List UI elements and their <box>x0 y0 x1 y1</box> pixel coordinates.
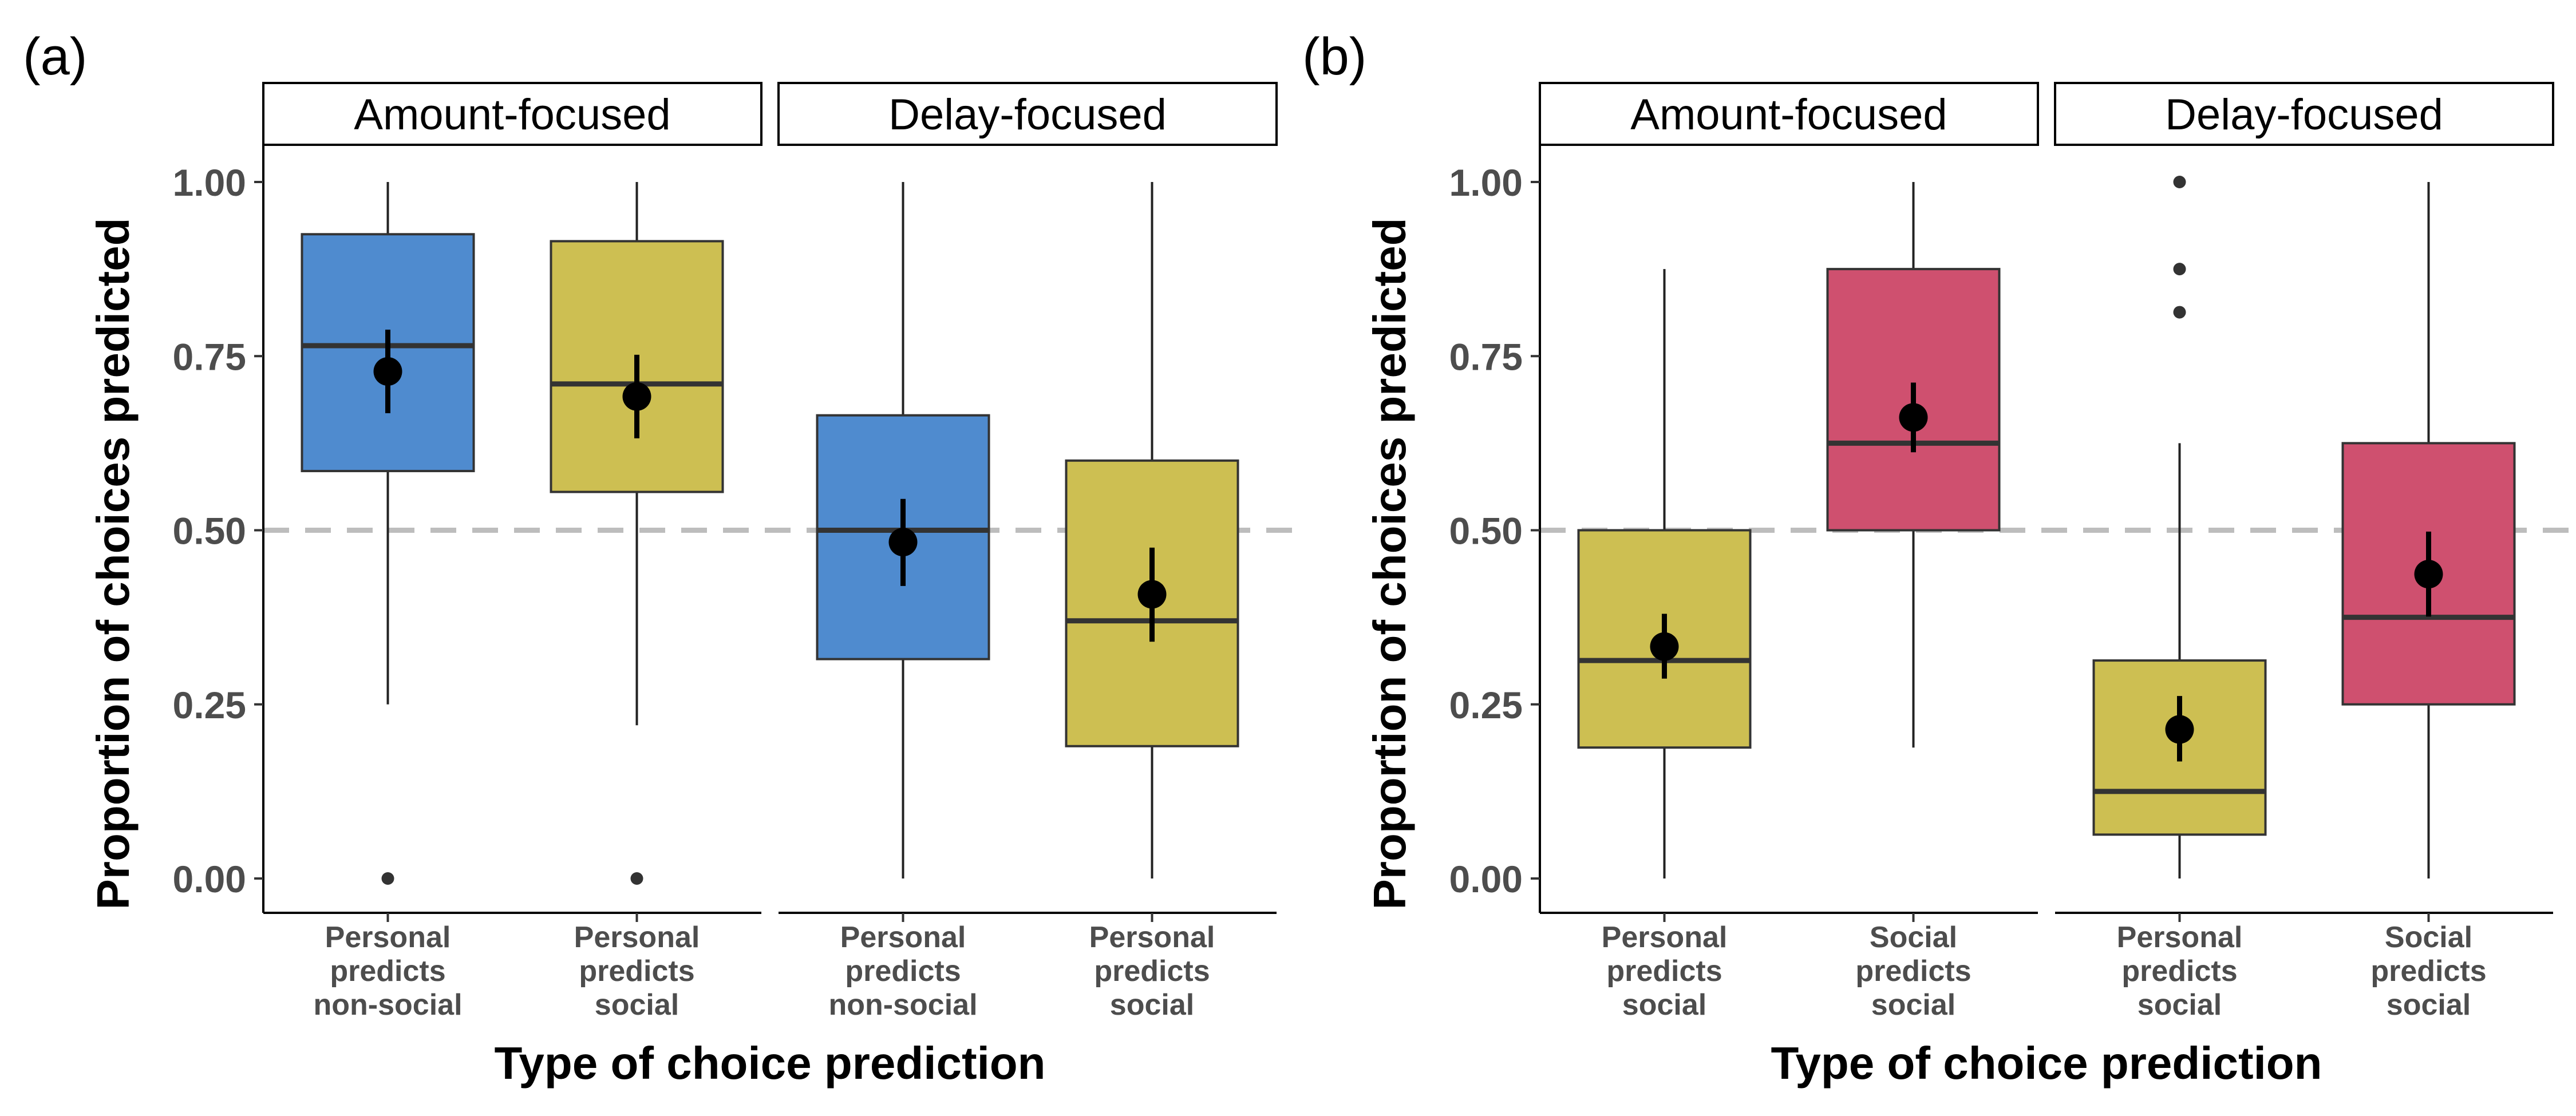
x-axis-title: Type of choice prediction <box>1771 1038 2322 1089</box>
x-tick-label: non-social <box>313 988 462 1022</box>
x-tick-label: predicts <box>579 955 694 988</box>
mean-point <box>888 528 918 557</box>
panel-label: (b) <box>1302 27 1366 86</box>
y-tick-label: 0.25 <box>1449 684 1523 726</box>
x-tick-label: Personal <box>2117 921 2243 954</box>
outlier-point <box>630 872 643 885</box>
y-axis-title: Proportion of choices predicted <box>88 217 139 909</box>
x-tick-label: Social <box>1870 921 1957 954</box>
x-tick-label: Personal <box>325 921 451 954</box>
y-tick-label: 0.00 <box>173 858 246 900</box>
x-tick-label: social <box>1622 988 1706 1022</box>
x-tick-label: social <box>2138 988 2222 1022</box>
x-tick-label: predicts <box>845 955 961 988</box>
outlier-point <box>381 872 394 885</box>
facet: Delay-focusedPersonalpredictsnon-socialP… <box>777 82 1278 1022</box>
y-axis-title: Proportion of choices predicted <box>1364 217 1415 909</box>
mean-point <box>622 382 651 411</box>
mean-point <box>1650 632 1679 661</box>
x-tick-label: social <box>595 988 679 1022</box>
x-tick-label: predicts <box>2121 955 2237 988</box>
facet-strip-label: Delay-focused <box>888 90 1167 139</box>
x-tick-label: Personal <box>840 921 966 954</box>
y-axis: 0.00 0.25 0.50 0.75 1.00 <box>1449 146 1541 913</box>
y-tick-label: 0.50 <box>173 510 246 552</box>
x-tick-label: Personal <box>574 921 700 954</box>
x-tick-label: Personal <box>1089 921 1215 954</box>
x-tick-label: Social <box>2385 921 2472 954</box>
x-tick-label: social <box>1871 988 1955 1022</box>
facet: Delay-focusedPersonalpredictssocialSocia… <box>2054 82 2554 1022</box>
facet-strip-label: Delay-focused <box>2165 90 2443 139</box>
x-axis-title: Type of choice prediction <box>494 1038 1045 1089</box>
mean-point <box>1899 403 1928 432</box>
x-tick-label: social <box>2387 988 2471 1022</box>
mean-point <box>373 357 402 386</box>
panel-b: (b) 0.00 0.25 0.50 0.75 1.00 Proportion of cho… <box>1302 27 2576 1089</box>
x-tick-label: predicts <box>1094 955 1210 988</box>
x-tick-label: predicts <box>2370 955 2486 988</box>
mean-point <box>2414 560 2443 589</box>
facet-strip-label: Amount-focused <box>354 90 670 139</box>
x-tick-label: predicts <box>1606 955 1722 988</box>
y-tick-label: 1.00 <box>1449 161 1523 204</box>
facet-strip <box>262 82 762 146</box>
y-tick-label: 0.50 <box>1449 510 1523 552</box>
facet-strip <box>2054 82 2554 146</box>
x-tick-label: predicts <box>330 955 445 988</box>
outlier-point <box>2173 176 2186 188</box>
y-tick-label: 0.00 <box>1449 858 1523 900</box>
outlier-point <box>2173 306 2186 319</box>
facet-strip <box>777 82 1278 146</box>
facet: Amount-focusedPersonalpredictssocialSoci… <box>1539 82 2039 1022</box>
y-tick-label: 0.75 <box>1449 335 1523 378</box>
facet-strip-label: Amount-focused <box>1630 90 1947 139</box>
x-tick-label: social <box>1110 988 1194 1022</box>
x-tick-label: non-social <box>828 988 977 1022</box>
box <box>1065 459 1239 747</box>
mean-point <box>1137 580 1167 609</box>
outlier-point <box>2173 263 2186 276</box>
facet-strip <box>1539 82 2039 146</box>
y-tick-label: 0.75 <box>173 335 246 378</box>
y-axis: 0.00 0.25 0.50 0.75 1.00 <box>173 146 264 913</box>
x-tick-label: Personal <box>1602 921 1728 954</box>
y-tick-label: 1.00 <box>173 161 246 204</box>
x-tick-label: predicts <box>1855 955 1971 988</box>
panel-label: (a) <box>23 27 87 86</box>
facet: Amount-focusedPersonalpredictsnon-social… <box>262 82 762 1022</box>
panel-a: (a) 0.00 0.25 0.50 0.75 1.00 Proportion of cho… <box>23 27 1299 1089</box>
y-tick-label: 0.25 <box>173 684 246 726</box>
mean-point <box>2165 715 2194 744</box>
